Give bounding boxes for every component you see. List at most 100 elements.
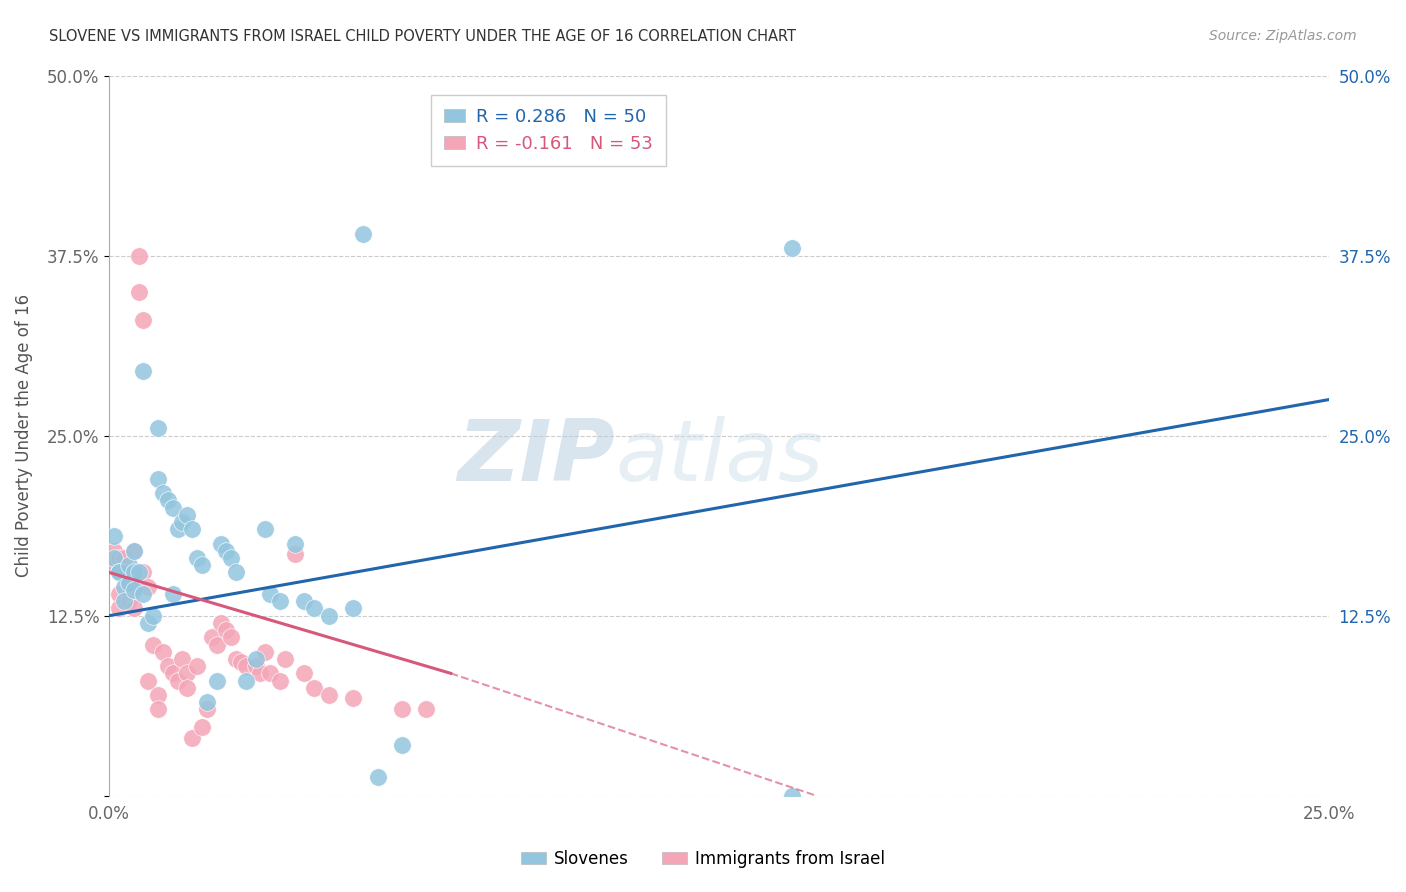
Point [152,486,174,500]
Point [128,249,150,263]
Point [209,615,232,630]
Point [122,582,145,597]
Point [235,673,257,688]
Point [215,544,238,558]
Point [156,493,179,508]
Text: atlas: atlas [616,416,824,499]
Point [205,638,228,652]
Point [118,575,141,590]
Point [128,285,150,299]
Point [195,702,218,716]
Point [201,630,224,644]
Point [391,702,413,716]
Point [292,594,315,608]
Point [103,544,125,558]
Point [108,566,131,580]
Point [128,566,150,580]
Point [259,587,281,601]
Point [122,544,145,558]
Point [103,558,125,573]
Point [172,515,194,529]
Point [342,601,364,615]
Point [186,551,208,566]
Point [156,659,179,673]
Point [209,537,232,551]
Point [225,566,247,580]
Point [146,702,169,716]
Point [146,472,169,486]
Point [142,638,165,652]
Point [118,558,141,573]
Point [219,630,242,644]
Point [513,133,536,147]
Point [274,652,297,666]
Point [318,688,340,702]
Point [142,608,165,623]
Point [245,652,267,666]
Point [122,544,145,558]
Point [122,580,145,594]
Point [205,673,228,688]
Point [191,720,214,734]
Point [132,587,155,601]
Text: Source: ZipAtlas.com: Source: ZipAtlas.com [1209,29,1357,43]
Text: ZIP: ZIP [458,416,616,499]
Point [249,666,271,681]
Point [176,508,198,522]
Point [292,666,315,681]
Point [342,690,364,705]
Point [259,666,281,681]
Point [302,601,325,615]
Point [780,241,803,255]
Point [108,551,131,566]
Point [254,522,277,536]
Point [162,500,184,515]
Point [284,547,307,561]
Text: SLOVENE VS IMMIGRANTS FROM ISRAEL CHILD POVERTY UNDER THE AGE OF 16 CORRELATION : SLOVENE VS IMMIGRANTS FROM ISRAEL CHILD … [49,29,796,44]
Point [112,580,135,594]
Point [181,731,204,746]
Point [108,566,131,580]
Point [176,666,198,681]
Point [191,558,214,573]
Point [122,566,145,580]
Point [269,594,291,608]
Point [780,789,803,803]
Legend: Slovenes, Immigrants from Israel: Slovenes, Immigrants from Israel [515,844,891,875]
Point [112,551,135,566]
Point [415,702,437,716]
Point [245,659,267,673]
Y-axis label: Child Poverty Under the Age of 16: Child Poverty Under the Age of 16 [15,294,32,577]
Point [352,227,374,241]
Point [215,623,238,637]
Point [118,594,141,608]
Point [318,608,340,623]
Point [162,587,184,601]
Point [172,652,194,666]
Point [112,566,135,580]
Point [235,659,257,673]
Point [108,601,131,615]
Point [108,587,131,601]
Point [146,421,169,435]
Point [229,655,252,669]
Point [103,529,125,543]
Point [186,659,208,673]
Point [181,522,204,536]
Point [132,364,155,378]
Point [112,594,135,608]
Point [302,681,325,695]
Point [284,537,307,551]
Point [166,522,188,536]
Point [219,551,242,566]
Point [136,615,159,630]
Point [132,313,155,327]
Point [269,673,291,688]
Point [166,673,188,688]
Point [162,666,184,681]
Point [225,652,247,666]
Point [366,770,388,784]
Point [146,688,169,702]
Point [103,551,125,566]
Point [118,580,141,594]
